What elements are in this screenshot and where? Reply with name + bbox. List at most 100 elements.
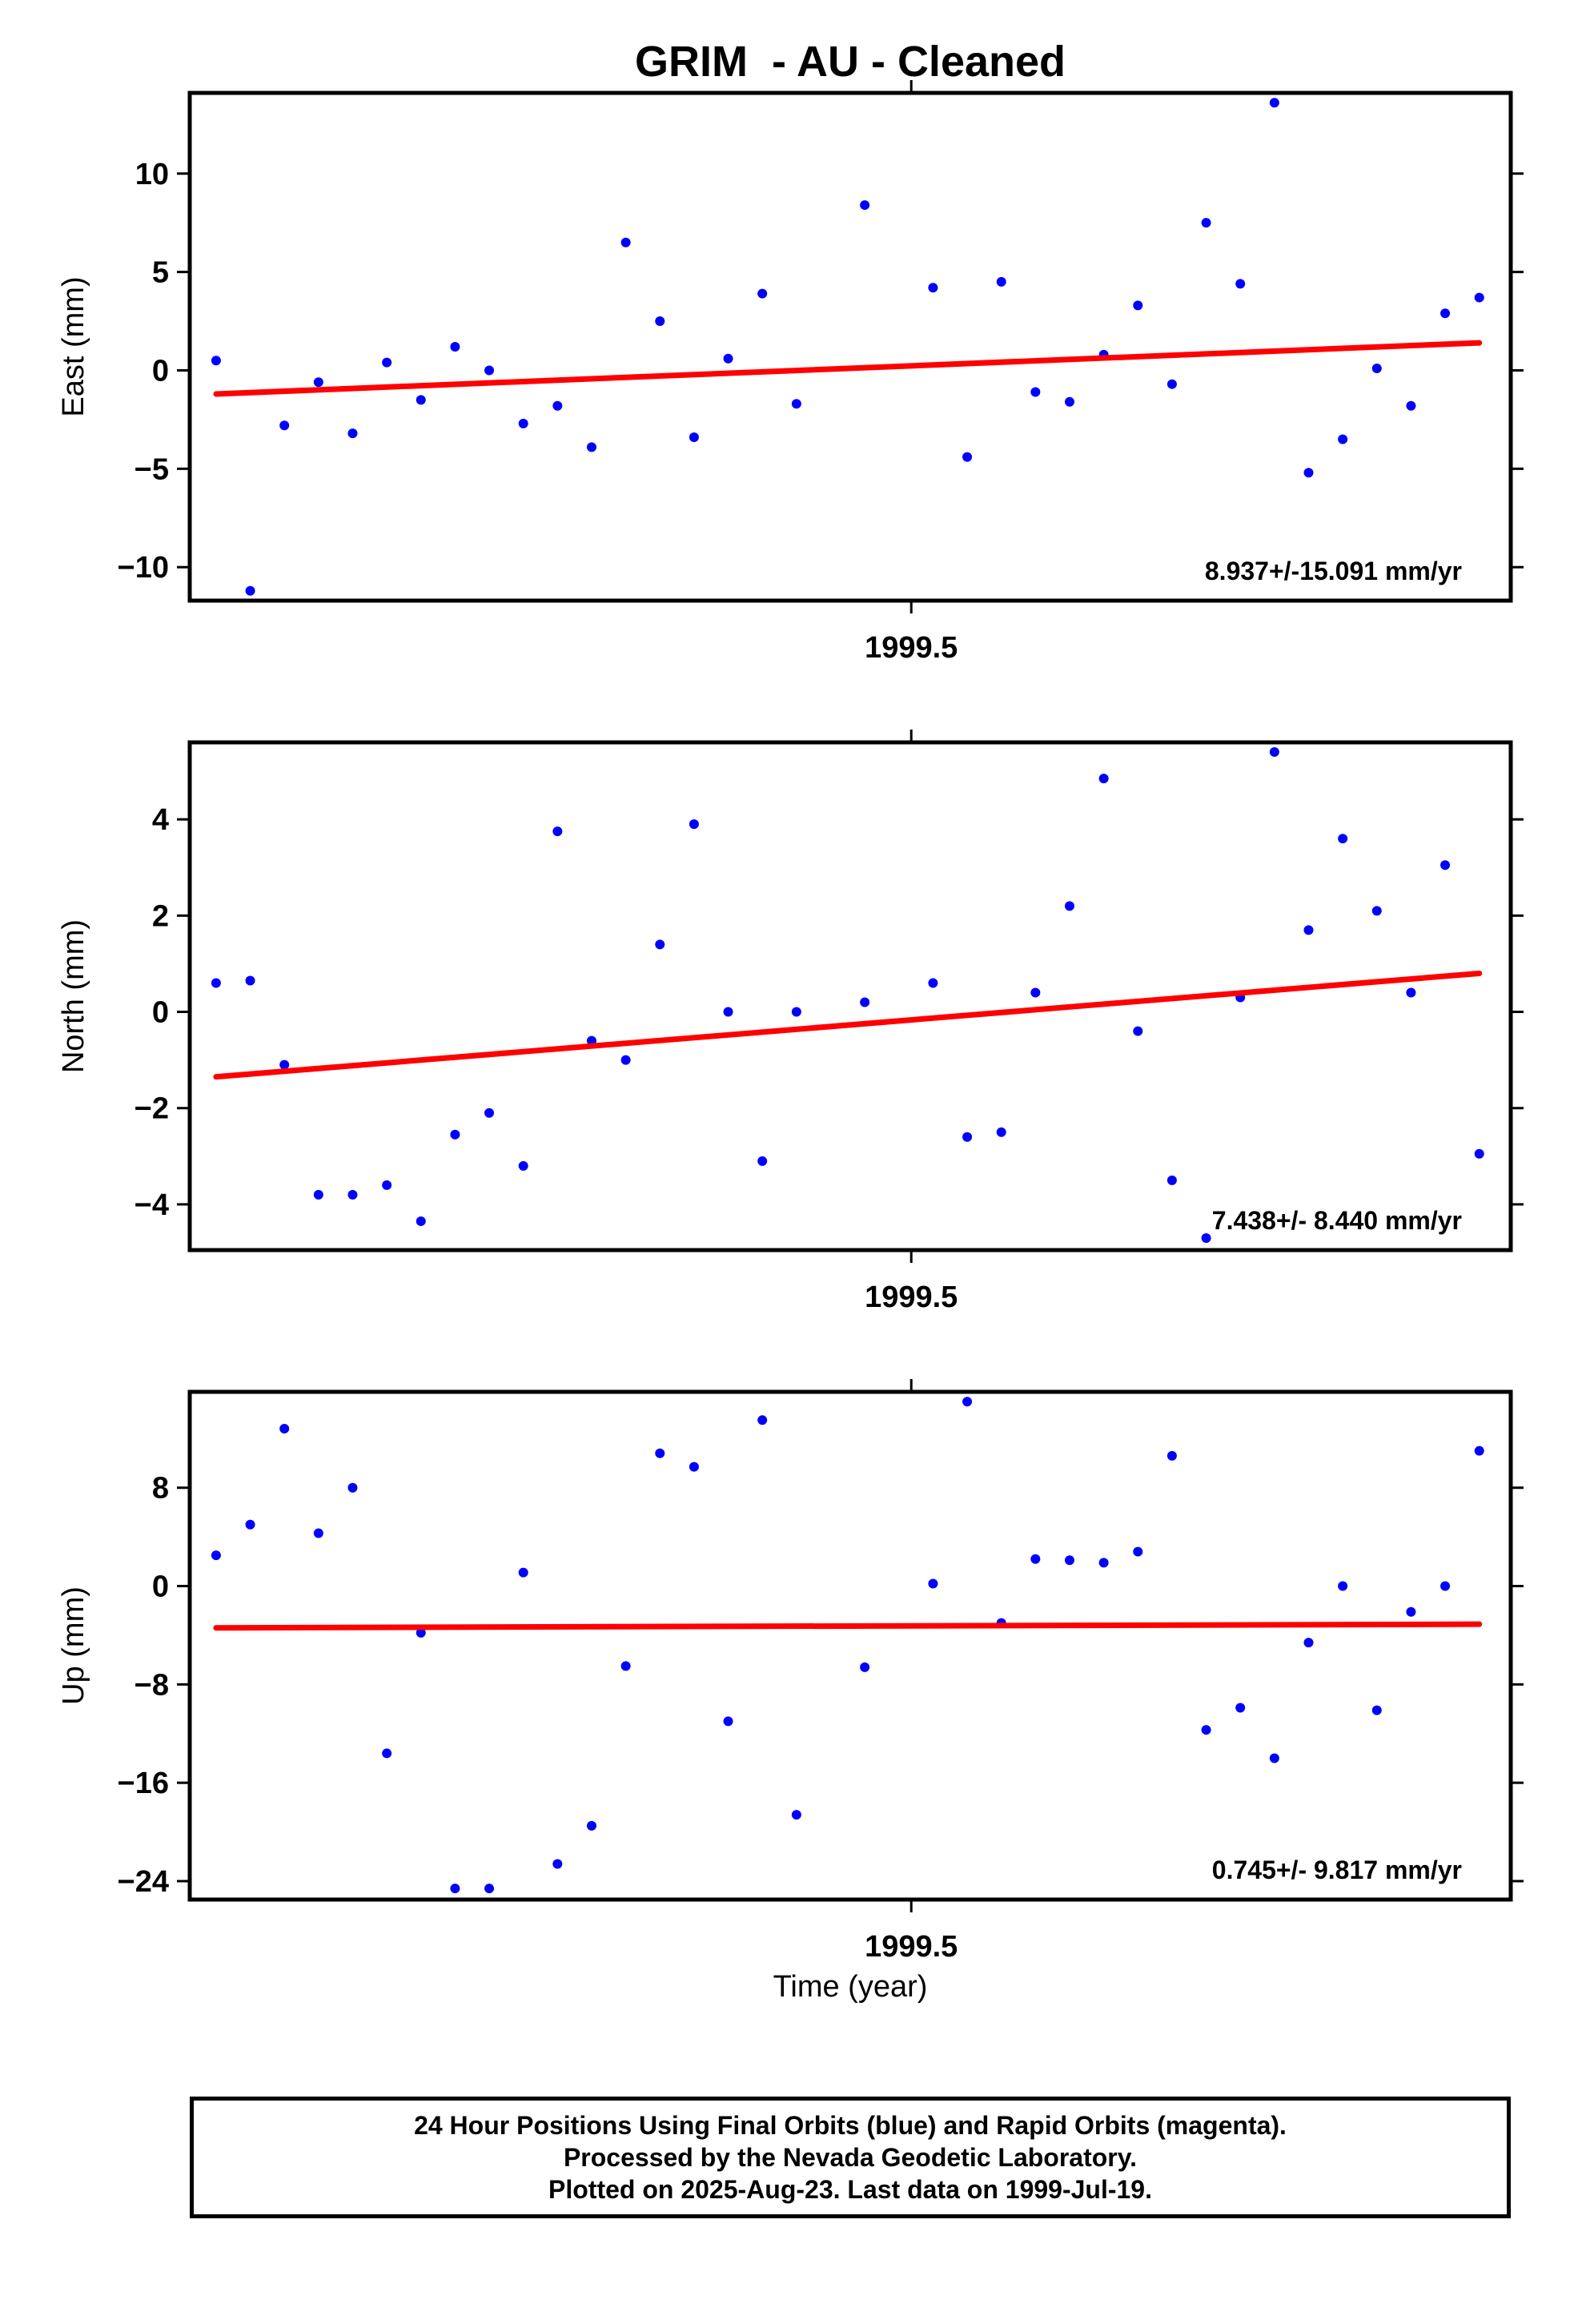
trend-line xyxy=(213,340,1483,397)
y-tick-label: 2 xyxy=(152,899,169,933)
data-point xyxy=(552,826,563,837)
x-tick-label: 1999.5 xyxy=(865,631,958,665)
y-tick-label: 4 xyxy=(152,803,169,837)
trend-line xyxy=(213,1621,1483,1631)
data-point xyxy=(1030,987,1041,998)
data-point xyxy=(1269,1753,1279,1763)
data-point xyxy=(1166,1450,1177,1461)
data-point xyxy=(1201,218,1211,228)
data-layer xyxy=(211,98,1484,596)
data-point xyxy=(1269,98,1279,108)
rate-label: 7.438+/- 8.440 mm/yr xyxy=(1212,1206,1462,1235)
data-point xyxy=(382,1748,392,1759)
data-point xyxy=(791,1007,801,1017)
data-point xyxy=(1440,860,1451,870)
rate-label: 0.745+/- 9.817 mm/yr xyxy=(1212,1856,1462,1884)
data-point xyxy=(1371,906,1382,916)
data-point xyxy=(416,395,426,405)
y-tick-label: 8 xyxy=(152,1472,169,1506)
data-point xyxy=(211,356,221,366)
data-point xyxy=(1166,379,1177,389)
data-point xyxy=(347,1189,358,1200)
data-point xyxy=(962,1397,973,1407)
x-axis-label: Time (year) xyxy=(773,1970,928,2004)
x-tick-label: 1999.5 xyxy=(865,1930,958,1964)
data-point xyxy=(1133,1546,1143,1557)
data-point xyxy=(211,978,221,988)
data-point xyxy=(860,997,870,1007)
data-point xyxy=(1133,1026,1143,1036)
chart-title: GRIM - AU - Cleaned xyxy=(635,38,1066,86)
y-tick-label: −2 xyxy=(135,1092,169,1126)
panel-east: −10 −5 0 5 10 1999.5 East (mm) 8.937+/-15.091 m… xyxy=(57,80,1524,665)
y-tick-label: −8 xyxy=(135,1668,169,1702)
footer-line-1: 24 Hour Positions Using Final Orbits (bl… xyxy=(414,2111,1287,2140)
data-point xyxy=(1406,400,1416,411)
y-tick-label: 5 xyxy=(152,256,169,290)
x-tick-label: 1999.5 xyxy=(865,1281,958,1314)
data-layer xyxy=(211,747,1484,1243)
footer-line-2: Processed by the Nevada Geodetic Laborat… xyxy=(563,2143,1138,2172)
data-point xyxy=(279,1059,290,1070)
y-tick-label: −16 xyxy=(118,1767,169,1800)
data-point xyxy=(1235,279,1246,289)
data-point xyxy=(689,432,699,443)
data-point xyxy=(791,1810,801,1820)
data-point xyxy=(484,1108,495,1118)
data-point xyxy=(552,1859,563,1869)
data-point xyxy=(1338,834,1348,844)
data-point xyxy=(484,1884,495,1894)
y-tick-label: −10 xyxy=(118,551,169,585)
data-point xyxy=(1303,468,1314,478)
data-point xyxy=(450,1129,460,1140)
data-point xyxy=(1269,747,1279,758)
data-point xyxy=(689,1462,699,1472)
data-point xyxy=(928,978,938,988)
y-axis-label: Up (mm) xyxy=(57,1586,90,1705)
data-point xyxy=(518,1567,528,1578)
data-point xyxy=(347,1482,358,1493)
plot-frame xyxy=(187,1389,1513,1902)
data-point xyxy=(1201,1725,1211,1735)
data-point xyxy=(1474,292,1484,303)
data-point xyxy=(620,237,631,247)
data-point xyxy=(1440,308,1451,319)
data-point xyxy=(450,342,460,352)
data-point xyxy=(757,288,768,299)
y-axis-label: North (mm) xyxy=(57,919,90,1073)
y-tick-label: −4 xyxy=(135,1188,169,1222)
data-point xyxy=(245,1519,255,1530)
data-point xyxy=(620,1661,631,1671)
y-tick-label: −5 xyxy=(135,452,169,486)
data-point xyxy=(1098,1558,1109,1568)
data-point xyxy=(586,1820,596,1831)
data-point xyxy=(279,420,290,431)
panels: −10 −5 0 5 10 1999.5 East (mm) 8.937+/-15.091 m… xyxy=(57,80,1524,1964)
plot-frame xyxy=(187,740,1513,1252)
data-point xyxy=(860,1662,870,1672)
data-point xyxy=(791,399,801,409)
footer-line-3: Plotted on 2025-Aug-23. Last data on 199… xyxy=(548,2175,1152,2204)
data-point xyxy=(1474,1445,1484,1456)
data-point xyxy=(1064,396,1074,407)
data-point xyxy=(416,1216,426,1226)
y-tick-label: 10 xyxy=(135,158,169,191)
panel-north: −4 −2 0 2 4 1999.5 North (mm) 7.438+/- 8.440 mm… xyxy=(57,730,1524,1314)
data-point xyxy=(313,1528,323,1538)
data-point xyxy=(928,1578,938,1589)
y-axis-label: East (mm) xyxy=(57,276,90,416)
data-point xyxy=(313,1189,323,1200)
data-point xyxy=(450,1884,460,1894)
data-point xyxy=(484,365,495,376)
data-point xyxy=(723,353,733,364)
data-point xyxy=(860,200,870,211)
data-point xyxy=(1030,1554,1041,1564)
data-point xyxy=(382,1180,392,1190)
data-point xyxy=(552,400,563,411)
data-point xyxy=(962,452,973,462)
data-point xyxy=(1303,1638,1314,1648)
data-point xyxy=(1064,901,1074,911)
data-point xyxy=(1064,1555,1074,1566)
data-point xyxy=(620,1055,631,1065)
data-point xyxy=(382,357,392,368)
